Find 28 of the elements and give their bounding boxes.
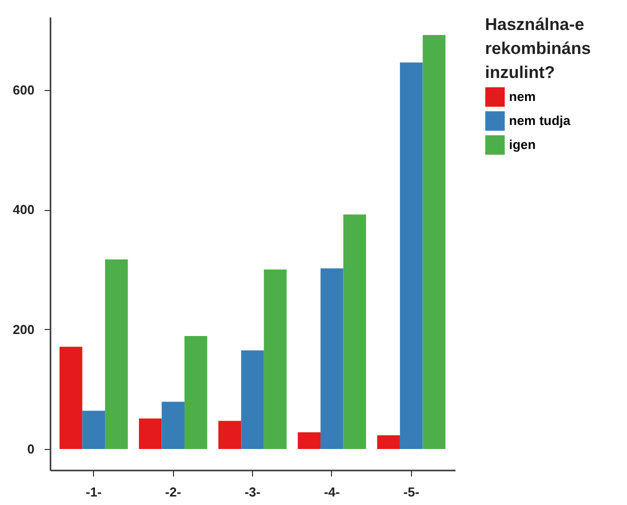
- legend-title: Használna-e rekombináns inzulint?: [485, 15, 591, 82]
- bar: [218, 420, 242, 450]
- bar: [298, 432, 321, 450]
- bar: [138, 418, 162, 450]
- x-tick-label: -5-: [403, 484, 420, 500]
- y-tick-label: 0: [27, 442, 34, 457]
- bar: [422, 34, 446, 450]
- bar: [105, 259, 128, 450]
- legend-label: nem: [509, 89, 536, 104]
- legend-label: igen: [509, 137, 536, 152]
- y-tick-label: 600: [12, 82, 34, 98]
- bar: [400, 62, 423, 450]
- bar: [241, 350, 264, 450]
- bar: [264, 270, 287, 450]
- bar: [82, 410, 106, 450]
- x-tick-label: -2-: [165, 484, 182, 500]
- x-tick-label: -1-: [86, 484, 102, 500]
- x-tick-label: -4-: [324, 484, 340, 500]
- y-tick-label: 200: [12, 322, 34, 337]
- bar: [320, 268, 344, 450]
- bar: [343, 214, 366, 450]
- legend-label: nem tudja: [509, 113, 572, 128]
- bar: [184, 336, 208, 450]
- bar: [162, 402, 184, 450]
- bar: [60, 346, 82, 450]
- y-tick-label: 400: [12, 202, 34, 218]
- bar: [377, 435, 400, 450]
- x-tick-label: -3-: [244, 484, 260, 500]
